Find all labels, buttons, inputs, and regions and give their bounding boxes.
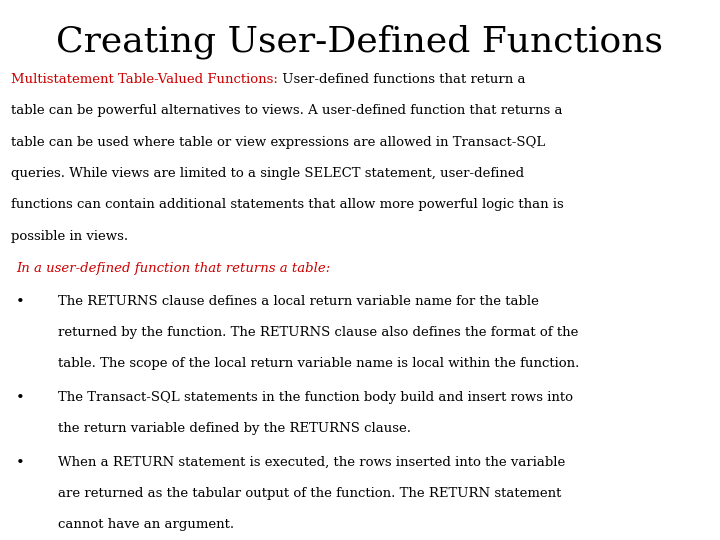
Text: In a user-defined function that returns a table:: In a user-defined function that returns …	[17, 262, 330, 275]
Text: the return variable defined by the RETURNS clause.: the return variable defined by the RETUR…	[58, 422, 410, 435]
Text: Creating User-Defined Functions: Creating User-Defined Functions	[56, 24, 664, 59]
Text: possible in views.: possible in views.	[11, 230, 128, 242]
Text: When a RETURN statement is executed, the rows inserted into the variable: When a RETURN statement is executed, the…	[58, 456, 565, 469]
Text: •: •	[16, 295, 24, 309]
Text: •: •	[16, 391, 24, 405]
Text: are returned as the tabular output of the function. The RETURN statement: are returned as the tabular output of th…	[58, 487, 561, 500]
Text: queries. While views are limited to a single SELECT statement, user-defined: queries. While views are limited to a si…	[11, 167, 524, 180]
Text: The RETURNS clause defines a local return variable name for the table: The RETURNS clause defines a local retur…	[58, 295, 539, 308]
Text: cannot have an argument.: cannot have an argument.	[58, 518, 234, 531]
Text: table can be powerful alternatives to views. A user-defined function that return: table can be powerful alternatives to vi…	[11, 104, 562, 117]
Text: functions can contain additional statements that allow more powerful logic than : functions can contain additional stateme…	[11, 198, 564, 211]
Text: User-defined functions that return a: User-defined functions that return a	[278, 73, 525, 86]
Text: table can be used where table or view expressions are allowed in Transact-SQL: table can be used where table or view ex…	[11, 136, 545, 148]
Text: The Transact-SQL statements in the function body build and insert rows into: The Transact-SQL statements in the funct…	[58, 391, 572, 404]
Text: returned by the function. The RETURNS clause also defines the format of the: returned by the function. The RETURNS cl…	[58, 326, 578, 339]
Text: table. The scope of the local return variable name is local within the function.: table. The scope of the local return var…	[58, 357, 579, 370]
Text: Multistatement Table-Valued Functions:: Multistatement Table-Valued Functions:	[11, 73, 278, 86]
Text: •: •	[16, 456, 24, 470]
